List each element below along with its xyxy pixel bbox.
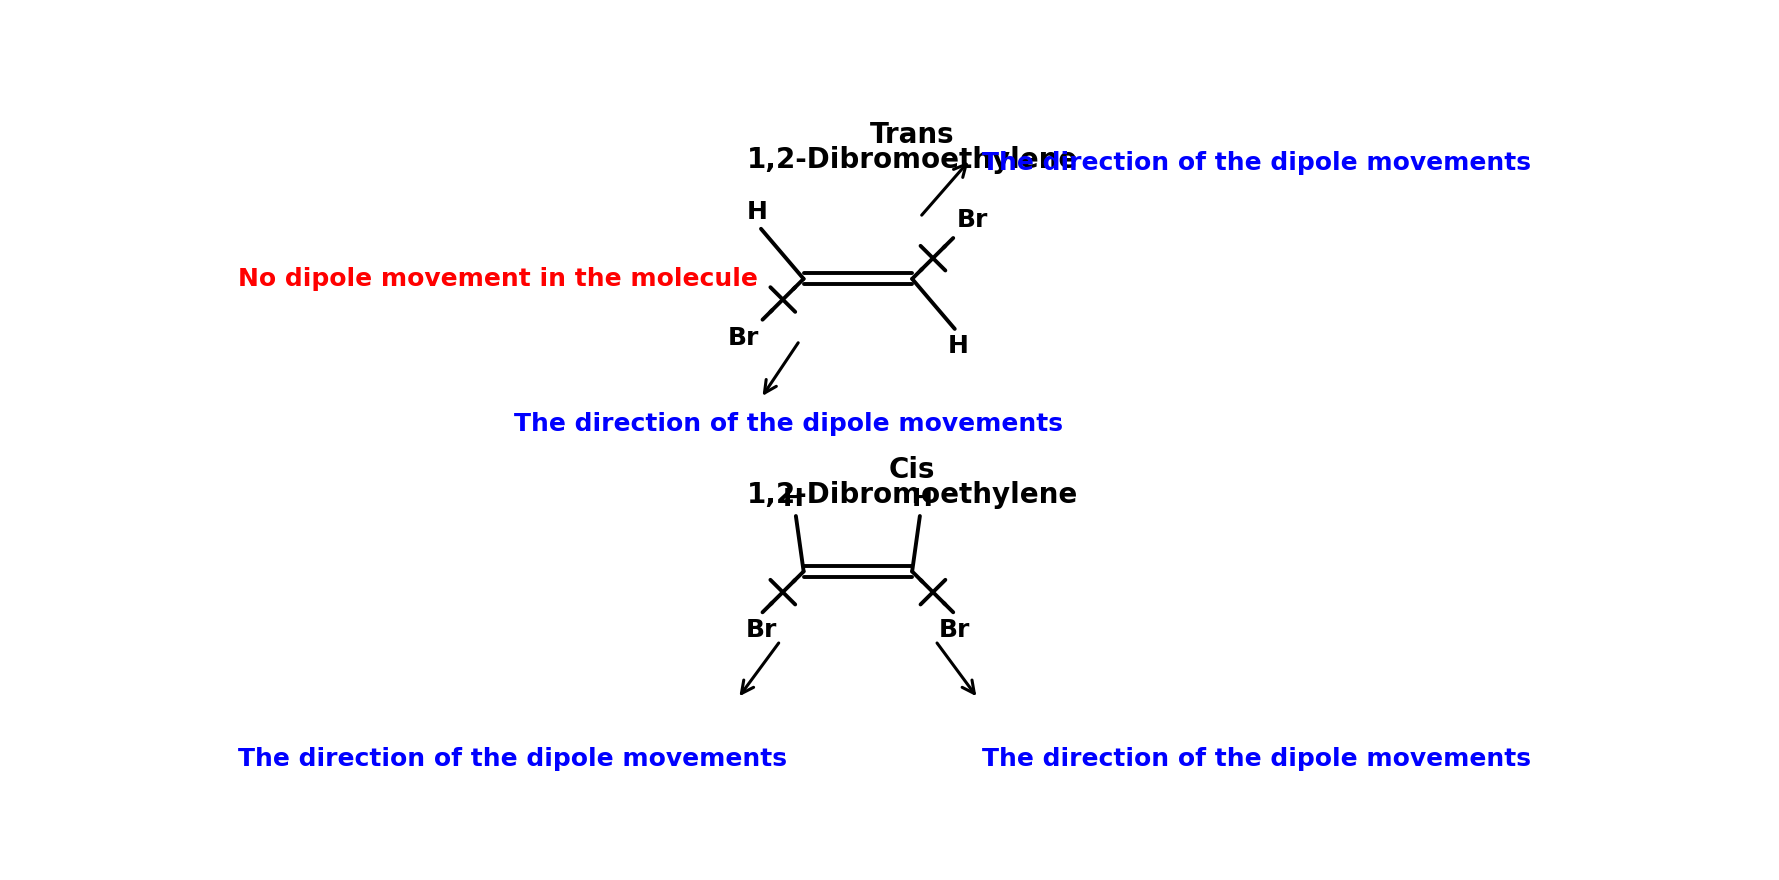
Text: The direction of the dipole movements: The direction of the dipole movements	[982, 746, 1532, 771]
Text: H: H	[948, 334, 970, 357]
Text: Br: Br	[939, 619, 971, 642]
Text: Cis: Cis	[890, 456, 936, 484]
Text: H: H	[783, 487, 804, 510]
Text: Trans: Trans	[870, 121, 955, 149]
Text: H: H	[913, 487, 932, 510]
Text: No dipole movement in the molecule: No dipole movement in the molecule	[238, 267, 758, 291]
Text: Br: Br	[745, 619, 777, 642]
Text: 1,2-Dibromoethylene: 1,2-Dibromoethylene	[747, 480, 1078, 509]
Text: H: H	[747, 200, 767, 224]
Text: The direction of the dipole movements: The direction of the dipole movements	[238, 746, 786, 771]
Text: 1,2-Dibromoethylene: 1,2-Dibromoethylene	[747, 145, 1078, 173]
Text: Br: Br	[728, 326, 758, 350]
Text: The direction of the dipole movements: The direction of the dipole movements	[514, 412, 1062, 436]
Text: The direction of the dipole movements: The direction of the dipole movements	[982, 151, 1532, 175]
Text: Br: Br	[957, 208, 989, 231]
